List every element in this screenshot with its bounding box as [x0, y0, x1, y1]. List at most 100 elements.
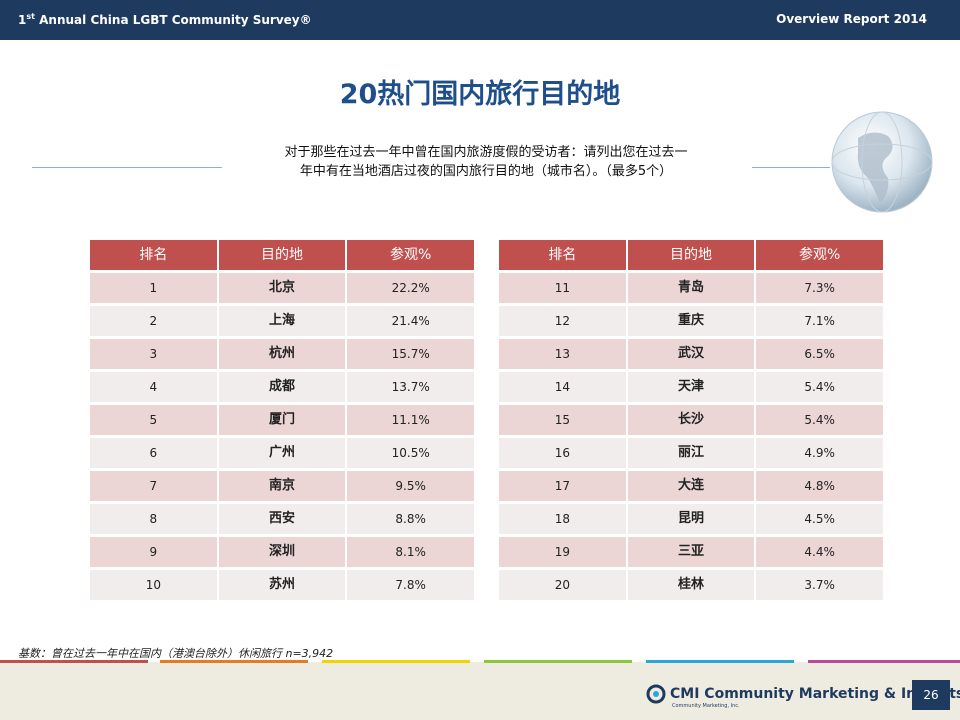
table-cell: 长沙	[627, 405, 755, 435]
header-cell: 排名	[90, 240, 217, 270]
header-row: 排名 目的地 参观%	[90, 240, 475, 270]
table-row: 2 上海 21.4%	[90, 306, 475, 336]
table-row: 16 丽江 4.9%	[499, 438, 884, 468]
table-cell: 6.5%	[756, 339, 884, 369]
table-cell: 昆明	[627, 504, 755, 534]
table-row: 14 天津 5.4%	[499, 372, 884, 402]
table-row: 19 三亚 4.4%	[499, 537, 884, 567]
survey-sup: st	[26, 12, 35, 21]
table-cell: 5.4%	[756, 372, 884, 402]
footnote: 基数：曾在过去一年中在国内（港澳台除外）休闲旅行 n=3,942	[18, 647, 334, 660]
table-row: 13 武汉 6.5%	[499, 339, 884, 369]
table-row: 8 西安 8.8%	[90, 504, 475, 534]
table-cell: 18	[499, 504, 626, 534]
table-cell: 8.8%	[347, 504, 475, 534]
table-row: 10 苏州 7.8%	[90, 570, 475, 600]
table-cell: 4	[90, 372, 217, 402]
table-cell: 7.1%	[756, 306, 884, 336]
logo-mark: CMI	[670, 686, 700, 702]
table-row: 5 厦门 11.1%	[90, 405, 475, 435]
page-number: 26	[912, 680, 950, 710]
table-cell: 13.7%	[347, 372, 475, 402]
table-cell: 15.7%	[347, 339, 475, 369]
table-row: 15 长沙 5.4%	[499, 405, 884, 435]
header-cell: 参观%	[347, 240, 475, 270]
table-cell: 3	[90, 339, 217, 369]
table-cell: 9.5%	[347, 471, 475, 501]
survey-name: 1st Annual China LGBT Community Survey®	[18, 12, 312, 27]
table-row: 9 深圳 8.1%	[90, 537, 475, 567]
table-cell: 4.4%	[756, 537, 884, 567]
table-cell: 15	[499, 405, 626, 435]
table-row: 12 重庆 7.1%	[499, 306, 884, 336]
table-cell: 6	[90, 438, 217, 468]
table-cell: 4.5%	[756, 504, 884, 534]
report-name: Overview Report 2014	[776, 12, 927, 26]
table-cell: 11.1%	[347, 405, 475, 435]
table-cell: 1	[90, 273, 217, 303]
table-cell: 青岛	[627, 273, 755, 303]
table-cell: 11	[499, 273, 626, 303]
table-cell: 5.4%	[756, 405, 884, 435]
table-cell: 武汉	[627, 339, 755, 369]
header-cell: 排名	[499, 240, 626, 270]
table-row: 3 杭州 15.7%	[90, 339, 475, 369]
table-cell: 南京	[218, 471, 346, 501]
table-row: 18 昆明 4.5%	[499, 504, 884, 534]
table-cell: 上海	[218, 306, 346, 336]
table-cell: 19	[499, 537, 626, 567]
table-cell: 天津	[627, 372, 755, 402]
table-cell: 2	[90, 306, 217, 336]
table-cell: 5	[90, 405, 217, 435]
table-row: 7 南京 9.5%	[90, 471, 475, 501]
header-bar: 1st Annual China LGBT Community Survey® …	[0, 0, 960, 40]
table-cell: 20	[499, 570, 626, 600]
table-cell: 13	[499, 339, 626, 369]
table-cell: 9	[90, 537, 217, 567]
table-cell: 8	[90, 504, 217, 534]
table-row: 4 成都 13.7%	[90, 372, 475, 402]
slide-title: 20热门国内旅行目的地	[339, 79, 621, 110]
divider	[32, 167, 222, 168]
color-stripes	[0, 660, 960, 663]
table-cell: 北京	[218, 273, 346, 303]
table-cell: 4.8%	[756, 471, 884, 501]
table-cell: 8.1%	[347, 537, 475, 567]
table-cell: 桂林	[627, 570, 755, 600]
table-cell: 重庆	[627, 306, 755, 336]
table-cell: 3.7%	[756, 570, 884, 600]
table-cell: 10.5%	[347, 438, 475, 468]
table-cell: 大连	[627, 471, 755, 501]
table-cell: 杭州	[218, 339, 346, 369]
table-cell: 12	[499, 306, 626, 336]
table-cell: 14	[499, 372, 626, 402]
table-row: 11 青岛 7.3%	[499, 273, 884, 303]
survey-text: Annual China LGBT Community Survey®	[39, 13, 312, 27]
table-cell: 7	[90, 471, 217, 501]
table-cell: 广州	[218, 438, 346, 468]
table-cell: 西安	[218, 504, 346, 534]
table-row: 20 桂林 3.7%	[499, 570, 884, 600]
table-cell: 7.8%	[347, 570, 475, 600]
table-cell: 17	[499, 471, 626, 501]
survey-num: 1	[18, 13, 27, 27]
table-cell: 深圳	[218, 537, 346, 567]
header-row: 排名 目的地 参观%	[499, 240, 884, 270]
table-cell: 苏州	[218, 570, 346, 600]
divider	[752, 167, 830, 168]
table-row: 1 北京 22.2%	[90, 273, 475, 303]
table-cell: 10	[90, 570, 217, 600]
table-cell: 22.2%	[347, 273, 475, 303]
logo-sub: Community Marketing, Inc.	[672, 703, 740, 709]
header-cell: 目的地	[218, 240, 346, 270]
ranking-table: 排名 目的地 参观% 1 北京 22.2% 2 上海 21.4% 3 杭州 15.7% 4 成都 13.7%…	[90, 240, 475, 603]
header-cell: 目的地	[627, 240, 755, 270]
footer	[0, 662, 960, 720]
table-row: 17 大连 4.8%	[499, 471, 884, 501]
table-cell: 4.9%	[756, 438, 884, 468]
ranking-table: 排名 目的地 参观% 11 青岛 7.3% 12 重庆 7.1% 13 武汉 6.5% 14 天津 5.4%…	[499, 240, 884, 603]
question-line: 年中有在当地酒店过夜的国内旅行目的地（城市名）。（最多5个）	[299, 164, 673, 179]
table-cell: 16	[499, 438, 626, 468]
table-cell: 21.4%	[347, 306, 475, 336]
